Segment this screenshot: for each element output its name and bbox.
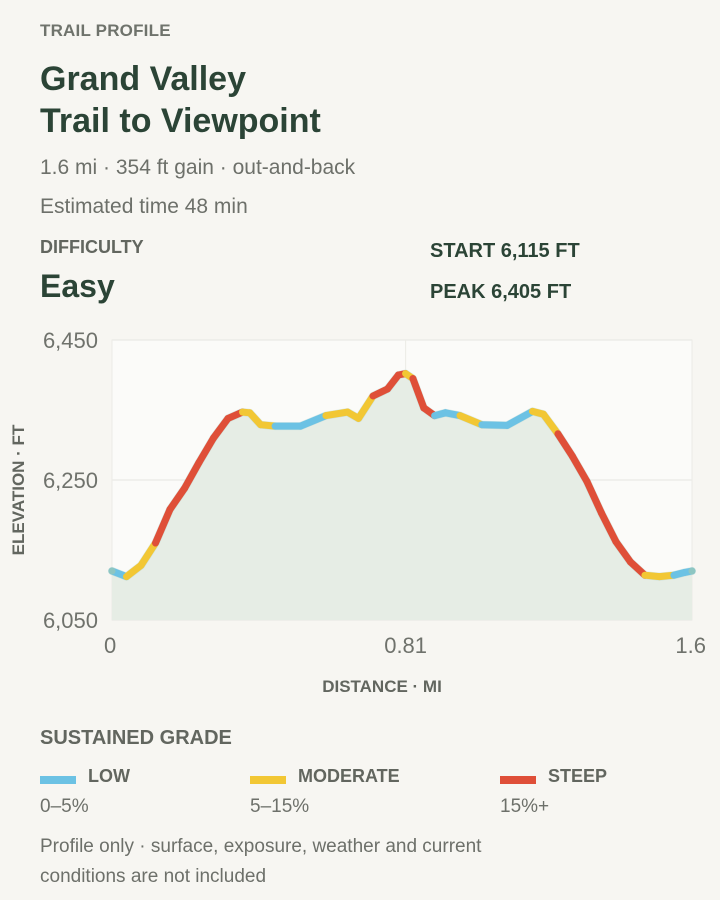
peak-elevation: PEAK 6,405 FT <box>430 281 572 303</box>
legend-range-moderate: 5–15% <box>250 796 310 817</box>
grade-segment-moderate <box>322 408 352 420</box>
grade-segment-steep <box>181 459 203 492</box>
y-tick-label: 6,050 <box>43 608 98 633</box>
grade-segment-moderate <box>137 539 159 569</box>
elevation-area <box>112 373 692 620</box>
y-tick-label: 6,450 <box>43 328 98 353</box>
trailhead-point <box>688 567 696 575</box>
trail-title-line-1: Grand Valley <box>40 60 246 98</box>
grade-segment-steep <box>409 375 428 412</box>
x-tick-label: 1.6 <box>675 633 706 658</box>
grade-segment-steep <box>210 414 232 442</box>
grade-segment-steep <box>583 477 605 517</box>
trail-title-line-2: Trail to Viewpoint <box>40 102 321 140</box>
x-axis-label: DISTANCE · MI <box>322 677 442 696</box>
grade-segment-steep <box>568 452 591 485</box>
trailhead-point <box>108 567 116 575</box>
elevation-chart: 6,050 6,250 6,450 0 0.81 1.6 DISTANCE · MI ELE… <box>9 328 706 696</box>
trail-title: Grand Valley Trail to Viewpoint <box>40 58 321 142</box>
start-elevation: START 6,115 FT <box>430 240 580 262</box>
grade-segment-moderate <box>355 392 377 422</box>
grade-segment-moderate <box>539 410 562 438</box>
grade-segment-steep <box>195 434 217 466</box>
legend-range-low: 0–5% <box>40 796 89 817</box>
x-tick-label: 0.81 <box>384 633 427 658</box>
grade-segment-steep <box>152 505 174 547</box>
disclaimer-note: Profile only · surface, exposure, weathe… <box>40 836 482 887</box>
section-eyebrow: TRAIL PROFILE <box>40 21 171 40</box>
grade-segment-moderate <box>456 412 486 429</box>
legend-title: SUSTAINED GRADE <box>40 727 232 749</box>
grade-segment-steep <box>597 509 620 546</box>
grade-segment-steep <box>166 484 188 513</box>
legend-range-steep: 15%+ <box>500 796 550 817</box>
grade-segment-low <box>478 421 511 429</box>
y-tick-label: 6,250 <box>43 468 98 493</box>
legend-swatch-moderate <box>250 776 286 784</box>
legend-swatch-steep <box>500 776 536 784</box>
y-axis-label: ELEVATION · FT <box>9 424 28 555</box>
legend-name-steep: STEEP <box>548 766 608 786</box>
grade-segment-steep <box>554 430 576 460</box>
difficulty-label: DIFFICULTY <box>40 237 144 257</box>
grade-segment-low <box>503 407 536 429</box>
grade-segment-low <box>297 412 330 430</box>
legend-swatch-low <box>40 776 76 784</box>
difficulty-value: Easy <box>40 268 115 304</box>
legend-name-low: LOW <box>88 766 130 786</box>
x-tick-label: 0 <box>104 633 116 658</box>
trail-summary: 1.6 mi · 354 ft gain · out-and-back <box>40 156 356 179</box>
grade-segment-steep <box>612 538 634 566</box>
estimated-time: Estimated time 48 min <box>40 195 248 218</box>
legend-name-moderate: MODERATE <box>298 766 400 786</box>
